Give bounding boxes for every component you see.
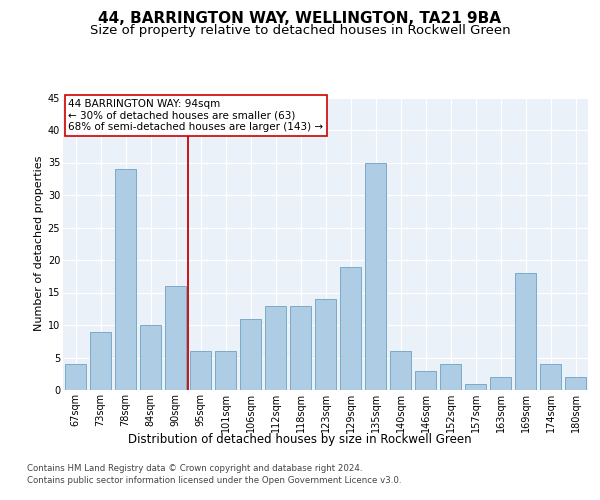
- Bar: [140, 325, 161, 390]
- Bar: [415, 370, 436, 390]
- Bar: [90, 332, 111, 390]
- Text: Contains public sector information licensed under the Open Government Licence v3: Contains public sector information licen…: [27, 476, 401, 485]
- Bar: [165, 286, 186, 390]
- Text: 44, BARRINGTON WAY, WELLINGTON, TA21 9BA: 44, BARRINGTON WAY, WELLINGTON, TA21 9BA: [98, 11, 502, 26]
- Bar: [440, 364, 461, 390]
- Bar: [365, 162, 386, 390]
- Text: Contains HM Land Registry data © Crown copyright and database right 2024.: Contains HM Land Registry data © Crown c…: [27, 464, 362, 473]
- Bar: [340, 266, 361, 390]
- Bar: [390, 351, 411, 390]
- Text: Distribution of detached houses by size in Rockwell Green: Distribution of detached houses by size …: [128, 432, 472, 446]
- Bar: [315, 299, 336, 390]
- Bar: [215, 351, 236, 390]
- Bar: [65, 364, 86, 390]
- Text: 44 BARRINGTON WAY: 94sqm
← 30% of detached houses are smaller (63)
68% of semi-d: 44 BARRINGTON WAY: 94sqm ← 30% of detach…: [68, 99, 323, 132]
- Bar: [265, 306, 286, 390]
- Bar: [115, 169, 136, 390]
- Bar: [465, 384, 486, 390]
- Text: Size of property relative to detached houses in Rockwell Green: Size of property relative to detached ho…: [89, 24, 511, 37]
- Bar: [515, 273, 536, 390]
- Y-axis label: Number of detached properties: Number of detached properties: [34, 156, 44, 332]
- Bar: [565, 377, 586, 390]
- Bar: [190, 351, 211, 390]
- Bar: [540, 364, 561, 390]
- Bar: [290, 306, 311, 390]
- Bar: [240, 318, 261, 390]
- Bar: [490, 377, 511, 390]
